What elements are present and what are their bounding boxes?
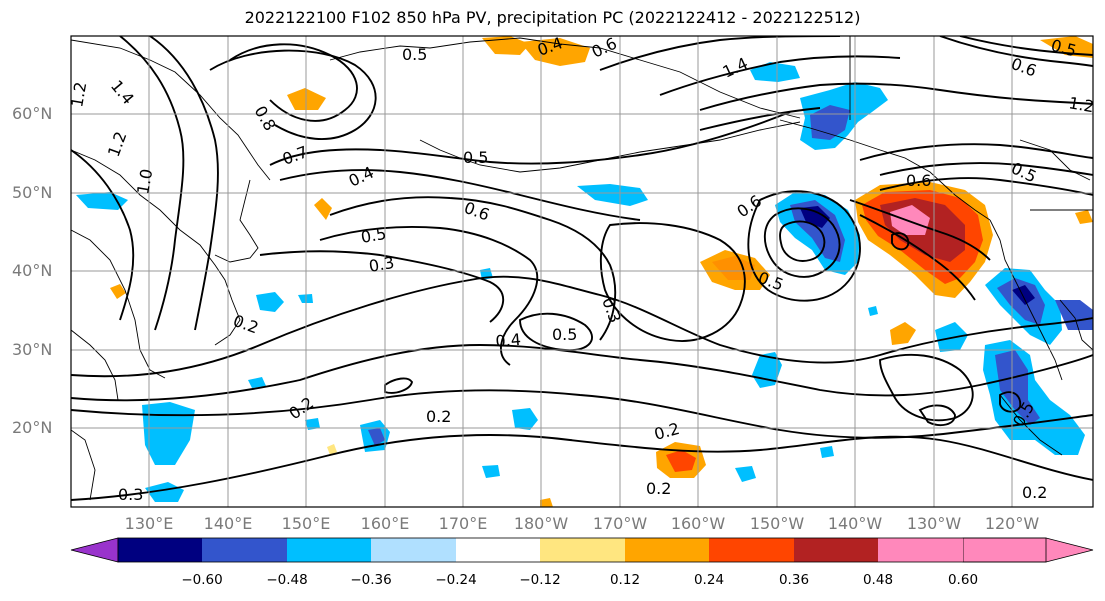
lon-label: 120°W [984, 514, 1040, 533]
lon-label: 160°E [360, 514, 410, 533]
contour-label: 0.5 [402, 45, 427, 64]
lat-label: 60°N [12, 104, 53, 123]
map-area: 0.5 0.4 0.6 1.4 0.7 0.5 0.4 0.6 0.5 0.3 … [67, 33, 1095, 507]
contour-label: 0.5 [359, 224, 387, 247]
colorbar-tick-label: −0.60 [181, 572, 223, 588]
contour-label: 1.2 [1067, 93, 1095, 116]
lon-label: 130°W [906, 514, 962, 533]
contour-label: 0.3 [367, 253, 395, 276]
colorbar-segment [709, 538, 794, 562]
colorbar-segment [625, 538, 709, 562]
lat-label: 20°N [12, 418, 53, 437]
contour-label: 0.2 [646, 479, 671, 498]
colorbar-tick-label: 0.24 [693, 572, 725, 588]
map-title: 2022122100 F102 850 hPa PV, precipitatio… [244, 8, 861, 27]
lon-label: 170°W [592, 514, 648, 533]
colorbar-segment [287, 538, 371, 562]
colorbar-segment [202, 538, 287, 562]
colorbar-extend-min [70, 537, 119, 563]
pv-contours [71, 36, 1093, 501]
lon-label: 170°E [438, 514, 488, 533]
colorbar-tick-label: −0.36 [350, 572, 392, 588]
lon-label: 140°W [827, 514, 883, 533]
contour-label: 0.5 [552, 325, 577, 344]
lat-label: 30°N [12, 340, 53, 359]
contour-label: 0.6 [906, 171, 931, 190]
colorbar-tick-label: 0.36 [778, 572, 810, 588]
colorbar-segment [878, 538, 963, 562]
colorbar-tick-label: 0.60 [947, 572, 979, 588]
colorbar-segment [371, 538, 456, 562]
lon-label: 150°E [281, 514, 331, 533]
contour-label: 0.4 [535, 33, 565, 60]
contour-label: 0.2 [426, 407, 451, 426]
colorbar-segment [540, 538, 625, 562]
colorbar-tick-label: −0.24 [435, 572, 477, 588]
contour-label: 1.0 [133, 167, 156, 195]
map-frame [70, 35, 1094, 508]
colorbar-tick-label: −0.12 [519, 572, 561, 588]
colorbar [70, 537, 1094, 563]
lon-label: 160°W [670, 514, 726, 533]
lat-label: 40°N [12, 261, 53, 280]
colorbar-segment [794, 538, 878, 562]
lon-label: 130°E [124, 514, 174, 533]
lat-label: 50°N [12, 183, 53, 202]
colorbar-segment [118, 538, 202, 562]
colorbar-tick-label: 0.48 [862, 572, 894, 588]
colorbar-tick-label: −0.48 [266, 572, 308, 588]
contour-label: 0.4 [495, 330, 522, 351]
contour-label: 1.2 [67, 80, 90, 108]
contour-label: 0.2 [1022, 483, 1047, 502]
coastlines [71, 36, 1093, 501]
contour-label: 0.3 [118, 485, 143, 504]
colorbar-extend-max [962, 537, 1094, 563]
lon-label: 140°E [203, 514, 253, 533]
lat-lon-grid [71, 36, 1093, 507]
lon-label: 150°W [749, 514, 805, 533]
lon-label: 180°W [513, 514, 569, 533]
contour-label: 0.5 [463, 148, 488, 167]
colorbar-tick-label: 0.12 [609, 572, 641, 588]
colorbar-segment [456, 538, 540, 562]
